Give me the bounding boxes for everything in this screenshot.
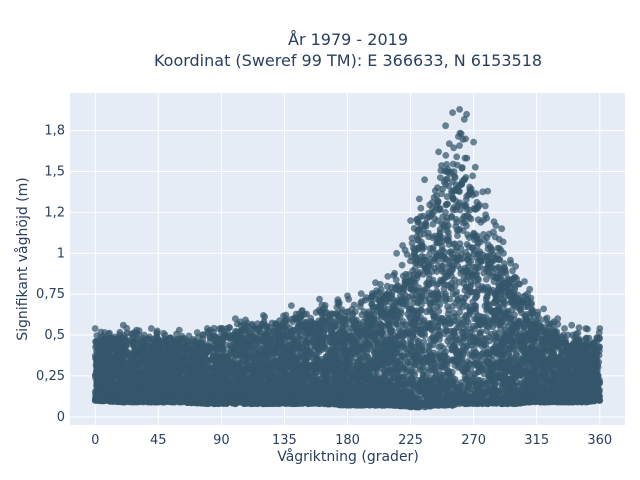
data-point [466, 206, 474, 214]
data-point [438, 162, 445, 169]
data-point [479, 188, 487, 196]
data-point [491, 336, 498, 343]
chart-title-line-1: År 1979 - 2019 [288, 30, 408, 49]
data-point [443, 161, 450, 168]
data-point [445, 140, 453, 148]
data-point [436, 174, 444, 182]
data-point [444, 229, 452, 236]
data-point [442, 152, 450, 159]
data-point [543, 314, 551, 322]
data-point [415, 195, 423, 203]
scatter-points [91, 106, 604, 411]
data-point [444, 235, 452, 243]
data-point [561, 325, 568, 332]
data-point [450, 144, 458, 152]
data-point [500, 249, 507, 257]
data-point [480, 231, 487, 238]
data-point [453, 153, 461, 161]
data-point [417, 204, 425, 212]
data-point [357, 290, 365, 297]
data-point [429, 220, 437, 228]
data-point [495, 235, 503, 243]
chart-title-line-2: Koordinat (Sweref 99 TM): E 366633, N 61… [154, 51, 542, 70]
data-point [481, 202, 489, 210]
data-point [400, 366, 408, 374]
data-point [471, 163, 479, 171]
data-point [455, 226, 462, 234]
data-point [444, 303, 451, 310]
data-point [384, 273, 392, 280]
